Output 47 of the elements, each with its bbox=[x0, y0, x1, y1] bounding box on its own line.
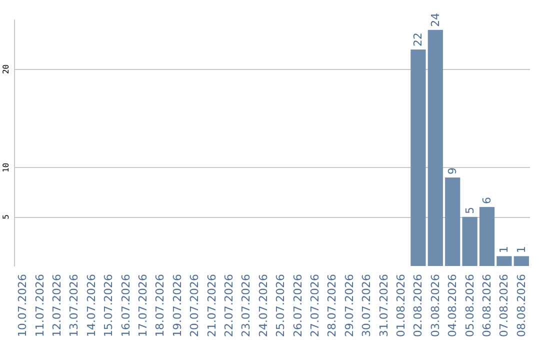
x-tick-label: 24.07.2026 bbox=[256, 274, 270, 338]
y-tick-label: 5 bbox=[2, 214, 10, 220]
x-tick-label: 30.07.2026 bbox=[360, 274, 374, 338]
bar bbox=[410, 50, 426, 266]
data-label: 1 bbox=[498, 246, 511, 254]
x-tick-label: 22.07.2026 bbox=[222, 274, 236, 338]
x-tick-label: 03.08.2026 bbox=[428, 274, 442, 338]
x-tick-label: 17.07.2026 bbox=[136, 274, 150, 338]
bar bbox=[428, 30, 443, 266]
x-tick-label: 04.08.2026 bbox=[446, 274, 460, 338]
bar bbox=[479, 206, 495, 266]
x-tick-label: 28.07.2026 bbox=[326, 274, 339, 338]
x-tick-label: 14.07.2026 bbox=[84, 274, 98, 338]
bar bbox=[445, 177, 460, 266]
bar bbox=[462, 216, 478, 266]
x-tick-label: 07.08.2026 bbox=[498, 274, 511, 338]
x-tick-label: 11.07.2026 bbox=[33, 274, 46, 338]
x-tick-label: 10.07.2026 bbox=[16, 274, 30, 338]
bar bbox=[496, 256, 512, 266]
data-label: 24 bbox=[428, 12, 442, 27]
x-tick-label: 31.07.2026 bbox=[377, 274, 390, 338]
x-tick-label: 02.08.2026 bbox=[412, 274, 425, 338]
x-tick-label: 29.07.2026 bbox=[342, 274, 356, 338]
x-tick-label: 12.07.2026 bbox=[50, 274, 64, 338]
y-tick-label: 10 bbox=[2, 162, 10, 172]
x-tick-label: 15.07.2026 bbox=[102, 274, 116, 338]
bar bbox=[514, 256, 529, 266]
x-tick-label: 05.08.2026 bbox=[463, 274, 476, 338]
x-tick-label: 19.07.2026 bbox=[170, 274, 184, 338]
x-tick-label: 21.07.2026 bbox=[205, 274, 218, 338]
data-label: 1 bbox=[514, 246, 528, 254]
x-tick-label: 01.08.2026 bbox=[394, 274, 408, 338]
x-tick-label: 13.07.2026 bbox=[68, 274, 81, 338]
data-label: 5 bbox=[463, 206, 476, 214]
x-tick-label: 25.07.2026 bbox=[274, 274, 288, 338]
x-tick-label: 18.07.2026 bbox=[154, 274, 167, 338]
x-tick-label: 16.07.2026 bbox=[119, 274, 132, 338]
x-tick-label: 23.07.2026 bbox=[240, 274, 253, 338]
data-label: 22 bbox=[412, 32, 425, 47]
data-label: 9 bbox=[446, 167, 460, 174]
x-tick-label: 20.07.2026 bbox=[188, 274, 202, 338]
data-label: 6 bbox=[480, 196, 494, 204]
x-tick-label: 26.07.2026 bbox=[291, 274, 304, 338]
x-tick-label: 27.07.2026 bbox=[308, 274, 322, 338]
y-tick-label: 20 bbox=[2, 64, 10, 74]
x-tick-label: 06.08.2026 bbox=[480, 274, 494, 338]
x-tick-label: 08.08.2026 bbox=[514, 274, 528, 338]
